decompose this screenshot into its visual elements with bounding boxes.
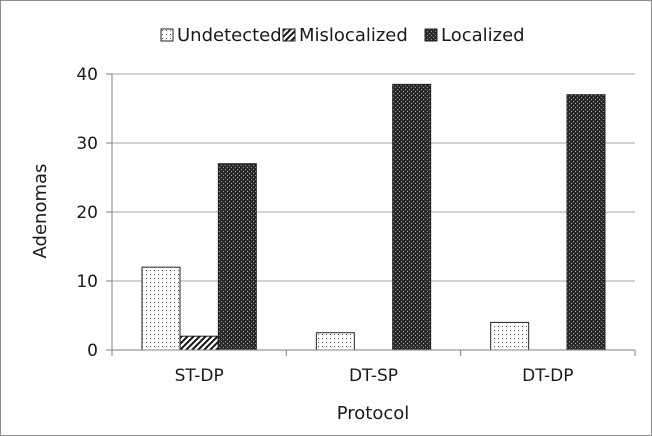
bars [141, 83, 606, 351]
bar-localized-dt-dp [566, 94, 606, 351]
x-axis-title: Protocol [337, 403, 410, 424]
legend-label-mislocalized: Mislocalized [299, 25, 408, 46]
x-tick-label: ST-DP [175, 366, 224, 386]
bar-undetected-dt-dp [490, 321, 530, 351]
y-tick-label: 40 [76, 65, 98, 85]
bar-undetected-st-dp [141, 266, 181, 351]
legend-label-localized: Localized [441, 25, 525, 46]
legend-swatch-undetected [160, 28, 174, 42]
y-tick-label: 0 [87, 341, 98, 361]
bar-undetected-dt-sp [315, 332, 355, 351]
legend-label-undetected: Undetected [177, 25, 282, 46]
bar-localized-st-dp [217, 163, 257, 351]
bar-mislocalized-st-dp [179, 335, 219, 351]
x-tick-label: DT-SP [349, 366, 398, 386]
legend-swatch-localized [424, 28, 438, 42]
y-axis-title: Adenomas [30, 164, 51, 259]
gridlines [112, 73, 635, 282]
y-tick-label: 30 [76, 134, 98, 154]
legend-swatch-mislocalized [282, 28, 296, 42]
x-tick-label: DT-DP [522, 366, 573, 386]
axes: 0 10 20 30 40 ST-DP DT-SP DT-DP [76, 65, 636, 386]
y-tick-label: 10 [76, 272, 98, 292]
y-tick-label: 20 [76, 203, 98, 223]
legend: Undetected Mislocalized Localized [160, 25, 525, 46]
bar-localized-dt-sp [392, 83, 432, 351]
